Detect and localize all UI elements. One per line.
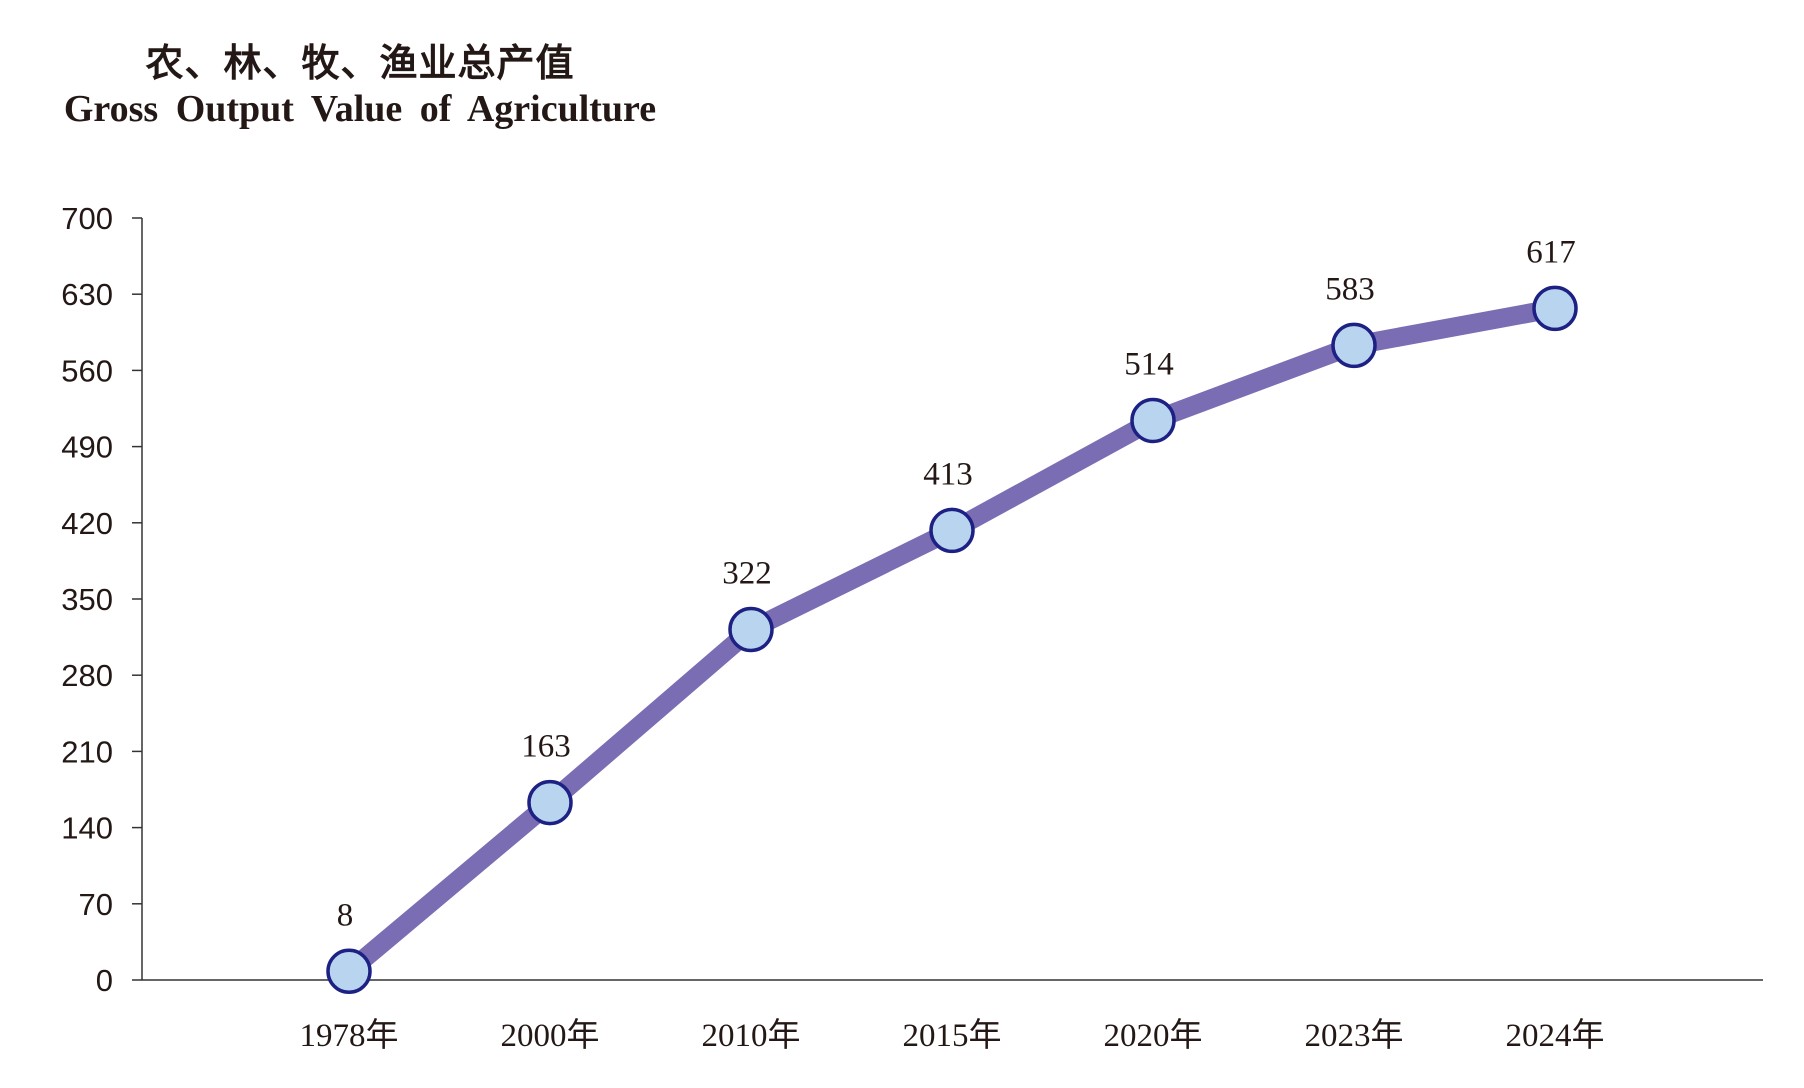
y-tick-label: 560 bbox=[61, 353, 113, 388]
data-point bbox=[326, 948, 372, 995]
data-label: 583 bbox=[1325, 271, 1375, 307]
chart-title-zh: 农、林、牧、渔业总产值 bbox=[145, 40, 575, 85]
x-tick-label: 2024年 bbox=[1506, 1017, 1605, 1054]
y-tick-label: 490 bbox=[61, 430, 113, 465]
y-tick-label: 630 bbox=[61, 277, 113, 312]
data-point bbox=[1532, 285, 1578, 332]
x-tick-label: 2023年 bbox=[1305, 1017, 1404, 1054]
x-tick-label: 2010年 bbox=[702, 1017, 801, 1054]
data-label: 8 bbox=[337, 897, 354, 933]
y-tick-label: 280 bbox=[61, 658, 113, 693]
series-line bbox=[339, 298, 1565, 981]
x-tick-label: 2015年 bbox=[903, 1017, 1002, 1054]
x-tick-label: 1978年 bbox=[300, 1017, 399, 1054]
data-label: 413 bbox=[923, 456, 973, 492]
x-tick-label: 2000年 bbox=[501, 1017, 600, 1054]
y-tick-label: 700 bbox=[61, 201, 113, 236]
chart-title: 农、林、牧、渔业总产值 Gross Output Value of Agricu… bbox=[0, 40, 720, 132]
data-label: 617 bbox=[1526, 234, 1576, 270]
data-label: 514 bbox=[1124, 346, 1174, 382]
series bbox=[326, 285, 1578, 995]
y-tick-label: 70 bbox=[79, 887, 113, 922]
x-axis: 1978年 2000年 2010年 2015年 2020年 2023年 2024年 bbox=[142, 979, 1763, 1054]
y-tick-label: 140 bbox=[61, 811, 113, 846]
data-point bbox=[527, 779, 573, 826]
y-tick-label: 350 bbox=[61, 582, 113, 617]
data-label: 322 bbox=[722, 555, 772, 591]
data-label: 163 bbox=[521, 729, 571, 765]
data-point bbox=[1331, 322, 1377, 369]
y-tick-label: 0 bbox=[96, 963, 113, 998]
y-axis: 0 70 140 210 280 350 420 490 560 630 700 bbox=[61, 201, 143, 998]
data-point bbox=[1130, 397, 1176, 444]
y-tick-label: 420 bbox=[61, 506, 113, 541]
data-point bbox=[728, 606, 774, 653]
x-tick-label: 2020年 bbox=[1104, 1017, 1203, 1054]
y-tick-label: 210 bbox=[61, 734, 113, 769]
data-labels: 8 163 322 413 514 583 617 bbox=[337, 234, 1576, 933]
data-point bbox=[929, 507, 975, 554]
chart-title-en: Gross Output Value of Agriculture bbox=[63, 88, 657, 130]
